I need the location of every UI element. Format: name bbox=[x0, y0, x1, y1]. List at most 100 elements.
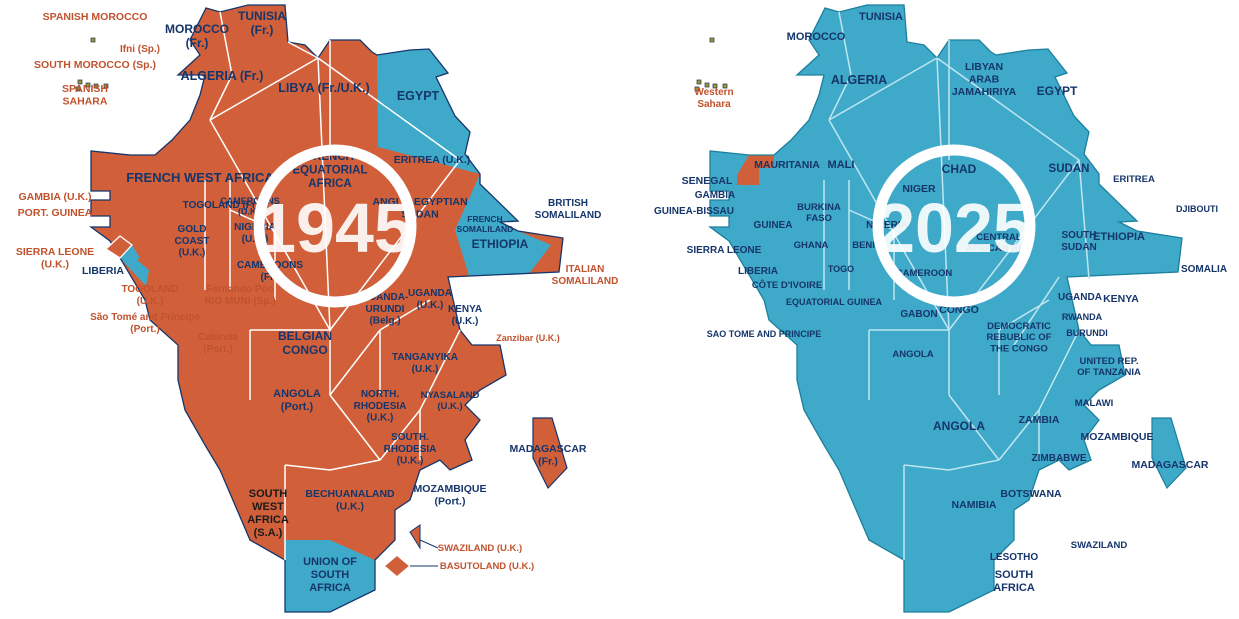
svg-text:UNITED REP.: UNITED REP. bbox=[1080, 356, 1139, 367]
svg-text:MOROCCO: MOROCCO bbox=[165, 22, 229, 36]
svg-text:GUINEA-BISSAU: GUINEA-BISSAU bbox=[654, 206, 734, 217]
svg-text:KENYA: KENYA bbox=[448, 304, 482, 315]
svg-text:MOZAMBIQUE: MOZAMBIQUE bbox=[414, 483, 487, 495]
svg-text:EGYPT: EGYPT bbox=[397, 89, 440, 103]
svg-text:URUNDI: URUNDI bbox=[366, 304, 405, 315]
svg-text:UGANDA: UGANDA bbox=[1058, 292, 1102, 303]
svg-text:Ifni (Sp.): Ifni (Sp.) bbox=[120, 44, 160, 55]
svg-text:GABON: GABON bbox=[900, 309, 937, 320]
svg-text:SOMALIA: SOMALIA bbox=[1181, 264, 1227, 275]
svg-text:ERITREA: ERITREA bbox=[1113, 174, 1155, 185]
svg-text:SPANISH MOROCCO: SPANISH MOROCCO bbox=[43, 11, 148, 23]
svg-text:TUNISIA: TUNISIA bbox=[238, 9, 286, 23]
svg-text:BASUTOLAND (U.K.): BASUTOLAND (U.K.) bbox=[440, 561, 534, 572]
svg-text:(Port.): (Port.) bbox=[203, 344, 232, 355]
svg-text:LIBERIA: LIBERIA bbox=[82, 265, 124, 277]
svg-text:GUINEA: GUINEA bbox=[754, 220, 793, 231]
svg-text:ZIMBABWE: ZIMBABWE bbox=[1032, 453, 1087, 464]
svg-text:(Fr.): (Fr.) bbox=[538, 455, 558, 467]
svg-text:Fernando Póo: Fernando Póo bbox=[206, 284, 273, 295]
svg-text:LESOTHO: LESOTHO bbox=[990, 552, 1039, 563]
svg-text:São Tomé and Príncipe: São Tomé and Príncipe bbox=[90, 312, 200, 323]
svg-text:Sahara: Sahara bbox=[697, 99, 731, 110]
svg-text:ALGERIA: ALGERIA bbox=[831, 73, 887, 87]
svg-text:SOUTH: SOUTH bbox=[1062, 230, 1097, 241]
svg-text:(U.K.): (U.K.) bbox=[367, 413, 394, 424]
svg-text:MALAWI: MALAWI bbox=[1075, 398, 1114, 409]
svg-text:TOGO: TOGO bbox=[828, 264, 854, 274]
svg-text:SOMALILAND: SOMALILAND bbox=[457, 224, 514, 234]
svg-text:MOZAMBIQUE: MOZAMBIQUE bbox=[1081, 431, 1154, 443]
svg-text:MOROCCO: MOROCCO bbox=[787, 31, 846, 43]
svg-text:FASO: FASO bbox=[806, 213, 832, 224]
svg-text:SIERRA LEONE: SIERRA LEONE bbox=[687, 245, 762, 256]
svg-text:NORTH.: NORTH. bbox=[361, 389, 400, 400]
svg-text:Cabinda: Cabinda bbox=[198, 332, 238, 343]
svg-text:REBUBLIC OF: REBUBLIC OF bbox=[987, 332, 1052, 343]
svg-text:SOUTH: SOUTH bbox=[995, 569, 1034, 581]
svg-text:CONGO: CONGO bbox=[282, 343, 327, 357]
svg-text:BURUNDI: BURUNDI bbox=[1066, 328, 1108, 338]
svg-text:DEMOCRATIC: DEMOCRATIC bbox=[987, 321, 1051, 332]
svg-text:THE CONGO: THE CONGO bbox=[990, 343, 1048, 354]
svg-text:UNION OF: UNION OF bbox=[303, 556, 357, 568]
svg-text:TOGOLAND: TOGOLAND bbox=[121, 284, 178, 295]
svg-text:BURKINA: BURKINA bbox=[797, 202, 841, 213]
svg-text:(Port.): (Port.) bbox=[281, 401, 314, 413]
svg-text:SIERRA LEONE: SIERRA LEONE bbox=[16, 246, 94, 258]
svg-text:RHODESIA: RHODESIA bbox=[384, 444, 437, 455]
svg-text:TANGANYIKA: TANGANYIKA bbox=[392, 352, 458, 363]
svg-text:GHANA: GHANA bbox=[794, 240, 829, 251]
svg-text:GAMBIA (U.K.): GAMBIA (U.K.) bbox=[18, 191, 91, 203]
svg-text:TUNISIA: TUNISIA bbox=[859, 11, 903, 23]
svg-text:OF TANZANIA: OF TANZANIA bbox=[1077, 367, 1141, 378]
svg-text:KENYA: KENYA bbox=[1103, 293, 1139, 305]
svg-text:SWAZILAND (U.K.): SWAZILAND (U.K.) bbox=[438, 543, 522, 554]
svg-text:BECHUANALAND: BECHUANALAND bbox=[305, 488, 395, 500]
svg-text:ANGOLA: ANGOLA bbox=[892, 349, 933, 360]
svg-text:(U.K.): (U.K.) bbox=[137, 296, 164, 307]
svg-text:BRITISH: BRITISH bbox=[548, 198, 588, 209]
svg-text:UGANDA: UGANDA bbox=[408, 288, 452, 299]
svg-text:GOLD: GOLD bbox=[178, 224, 207, 235]
svg-text:SAHARA: SAHARA bbox=[63, 95, 108, 107]
svg-text:FRENCH: FRENCH bbox=[467, 214, 502, 224]
svg-text:SUDAN: SUDAN bbox=[1061, 242, 1097, 253]
svg-text:BELGIAN: BELGIAN bbox=[278, 329, 332, 343]
svg-text:RIO MUNI (Sp.): RIO MUNI (Sp.) bbox=[204, 296, 275, 307]
svg-text:DJIBOUTI: DJIBOUTI bbox=[1176, 204, 1218, 214]
svg-text:ETHIOPIA: ETHIOPIA bbox=[472, 237, 529, 251]
svg-text:(Fr.): (Fr.) bbox=[186, 36, 209, 50]
svg-text:ZAMBIA: ZAMBIA bbox=[1019, 414, 1060, 426]
svg-text:PORT. GUINEA: PORT. GUINEA bbox=[18, 207, 93, 219]
svg-text:(Port.): (Port.) bbox=[130, 324, 159, 335]
svg-text:NAMIBIA: NAMIBIA bbox=[952, 499, 997, 511]
svg-text:(U.K.): (U.K.) bbox=[336, 500, 364, 512]
svg-text:SOUTH.: SOUTH. bbox=[391, 432, 429, 443]
svg-text:CÔTE D'IVOIRE: CÔTE D'IVOIRE bbox=[752, 279, 822, 291]
svg-text:BOTSWANA: BOTSWANA bbox=[1000, 488, 1062, 500]
svg-text:AFRICA: AFRICA bbox=[247, 514, 289, 526]
svg-text:ETHIOPIA: ETHIOPIA bbox=[1093, 231, 1145, 243]
svg-text:ALGERIA (Fr.): ALGERIA (Fr.) bbox=[181, 69, 264, 83]
svg-text:ARAB: ARAB bbox=[969, 73, 1000, 85]
svg-text:(Belg.): (Belg.) bbox=[369, 316, 400, 327]
svg-text:SENEGAL: SENEGAL bbox=[682, 175, 733, 187]
svg-text:SOUTH: SOUTH bbox=[311, 569, 350, 581]
svg-text:ANGOLA: ANGOLA bbox=[933, 419, 985, 433]
svg-text:SOUTH MOROCCO (Sp.): SOUTH MOROCCO (Sp.) bbox=[34, 59, 156, 71]
svg-text:(Fr.): (Fr.) bbox=[251, 23, 274, 37]
svg-text:CHAD: CHAD bbox=[942, 162, 977, 176]
svg-text:GAMBIA: GAMBIA bbox=[695, 190, 736, 201]
svg-text:SOMALILAND: SOMALILAND bbox=[535, 210, 602, 221]
svg-text:1945: 1945 bbox=[257, 189, 413, 267]
svg-text:Western: Western bbox=[694, 87, 733, 98]
svg-text:(Port.): (Port.) bbox=[435, 495, 466, 507]
svg-text:(S.A.): (S.A.) bbox=[254, 527, 283, 539]
svg-text:SPANISH: SPANISH bbox=[62, 83, 108, 95]
svg-text:FRENCH WEST AFRICA: FRENCH WEST AFRICA bbox=[126, 170, 274, 185]
svg-text:(U.K.): (U.K.) bbox=[437, 401, 462, 412]
svg-text:(U.K.): (U.K.) bbox=[452, 316, 479, 327]
svg-text:(U.K.): (U.K.) bbox=[397, 456, 424, 467]
svg-text:EGYPT: EGYPT bbox=[1037, 84, 1078, 98]
